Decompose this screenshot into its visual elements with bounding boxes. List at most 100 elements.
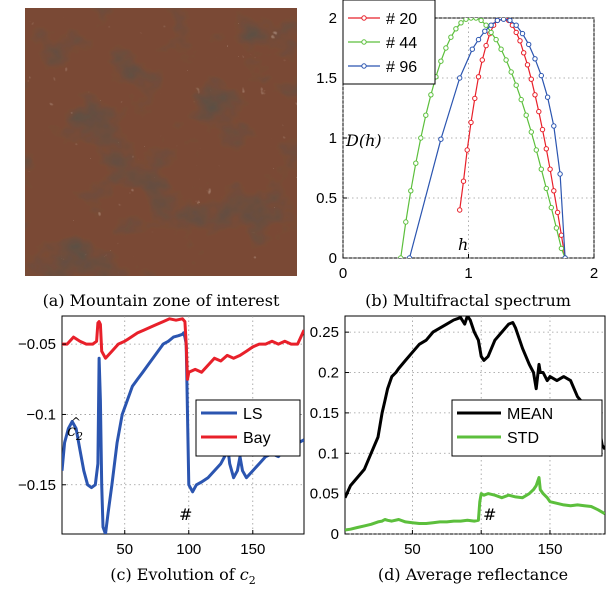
data-point bbox=[524, 62, 531, 68]
data-point bbox=[523, 112, 529, 118]
panel-d-average-reflectance: 50 100 150 0 0.05 0.1 0.15 0.2 0.25 # MEAN STD bbox=[310, 315, 606, 558]
legend-label: # 96 bbox=[386, 59, 417, 76]
tick-label-y: 0.25 bbox=[310, 324, 339, 341]
tick-label-y: 0 bbox=[331, 526, 339, 543]
data-point bbox=[453, 26, 459, 32]
data-point bbox=[538, 72, 544, 79]
series-group-d bbox=[345, 316, 605, 532]
legend-marker bbox=[361, 63, 367, 69]
data-point bbox=[438, 136, 444, 142]
data-point bbox=[488, 22, 494, 28]
data-point bbox=[475, 74, 482, 80]
data-point bbox=[475, 36, 482, 43]
data-point bbox=[536, 108, 542, 115]
data-point bbox=[443, 45, 449, 51]
data-point bbox=[418, 135, 424, 141]
ylabel-b: D(h) bbox=[345, 131, 382, 150]
tick-label-y: 0.1 bbox=[318, 445, 339, 462]
data-point bbox=[464, 147, 470, 153]
terrain-image bbox=[25, 8, 297, 276]
legend-b: # 20 # 44 # 96 bbox=[342, 0, 436, 85]
data-point bbox=[532, 92, 538, 98]
data-point bbox=[500, 18, 507, 22]
data-point bbox=[544, 94, 551, 100]
data-point bbox=[428, 92, 434, 98]
ticks-d: 50 100 150 0 0.05 0.1 0.15 0.2 0.25 bbox=[310, 324, 563, 558]
caption-a: (a) Mountain zone of interest bbox=[43, 291, 280, 310]
legend-label: LS bbox=[243, 406, 263, 423]
tick-label-y: 0.5 bbox=[316, 190, 337, 207]
data-point bbox=[513, 22, 519, 28]
tick-label-x: 150 bbox=[240, 541, 265, 558]
tick-label-x: 100 bbox=[469, 541, 494, 558]
data-point bbox=[408, 188, 414, 194]
data-point bbox=[457, 207, 463, 213]
xlabel-b: h bbox=[458, 235, 468, 254]
data-point bbox=[539, 126, 546, 133]
legend-label: # 44 bbox=[386, 35, 417, 52]
legend-label: # 20 bbox=[386, 11, 417, 28]
data-point bbox=[469, 46, 475, 52]
data-point bbox=[482, 28, 488, 34]
ticks-b: 0 1 2 0 0.5 1 1.5 2 bbox=[316, 10, 598, 282]
data-point bbox=[551, 188, 557, 194]
data-point bbox=[438, 58, 444, 64]
legend-box-c bbox=[195, 399, 301, 457]
legend-label: MEAN bbox=[507, 406, 553, 423]
tick-label-y: 1.5 bbox=[316, 70, 337, 87]
data-point bbox=[543, 185, 549, 192]
data-point bbox=[398, 255, 404, 258]
data-point bbox=[478, 18, 484, 24]
data-point bbox=[517, 38, 523, 44]
data-point bbox=[488, 29, 494, 36]
data-point bbox=[547, 166, 553, 172]
data-point bbox=[463, 18, 469, 22]
data-point bbox=[458, 20, 464, 26]
tick-label-y: 1 bbox=[329, 130, 337, 147]
tick-label-y: 0 bbox=[329, 250, 337, 267]
panel-c-evolution-c2: 50 100 150 −0.05 −0.1 −0.15 c2 ^ # LS Bay bbox=[18, 315, 305, 558]
marker-d: # bbox=[483, 505, 496, 524]
tick-label-y: −0.15 bbox=[18, 477, 56, 494]
data-point bbox=[472, 95, 478, 102]
legend-marker bbox=[361, 15, 367, 21]
caption-c: (c) Evolution of c2 bbox=[110, 565, 255, 587]
tick-label-y: 0.2 bbox=[318, 365, 339, 382]
data-point bbox=[528, 129, 534, 135]
data-point bbox=[423, 112, 429, 118]
data-point bbox=[406, 255, 413, 258]
data-point bbox=[498, 46, 504, 52]
series-group-b bbox=[398, 18, 568, 258]
data-point bbox=[557, 171, 563, 177]
data-point bbox=[528, 76, 534, 82]
data-point bbox=[448, 34, 454, 40]
data-point bbox=[468, 18, 474, 21]
data-point bbox=[532, 56, 538, 62]
data-point bbox=[538, 166, 544, 172]
data-point bbox=[403, 219, 409, 225]
panel-b-multifractal-spectrum: 0 1 2 0 0.5 1 1.5 2 D(h) h # 20 # 44 # 96 bbox=[316, 0, 598, 282]
marker-c: # bbox=[179, 505, 192, 524]
caption-d: (d) Average reflectance bbox=[378, 565, 568, 584]
tick-label-y: 0.05 bbox=[310, 486, 339, 503]
series-line-std bbox=[345, 476, 605, 532]
tick-label-x: 2 bbox=[590, 265, 598, 282]
data-point bbox=[554, 209, 561, 216]
data-point bbox=[479, 57, 485, 63]
tick-label-x: 50 bbox=[116, 541, 133, 558]
legend-label: Bay bbox=[243, 430, 271, 447]
data-point bbox=[513, 82, 519, 88]
data-point bbox=[493, 36, 499, 43]
series-group-c bbox=[62, 317, 304, 534]
legend-d: MEAN STD bbox=[451, 399, 603, 457]
tick-label-x: 100 bbox=[176, 541, 201, 558]
data-point bbox=[413, 160, 419, 166]
data-point bbox=[521, 50, 527, 56]
data-point bbox=[551, 123, 557, 129]
tick-label-y: 0.15 bbox=[310, 405, 339, 422]
caption-b: (b) Multifractal spectrum bbox=[365, 291, 571, 310]
tick-label-x: 150 bbox=[537, 541, 562, 558]
data-point bbox=[483, 22, 489, 28]
data-point bbox=[460, 178, 467, 184]
